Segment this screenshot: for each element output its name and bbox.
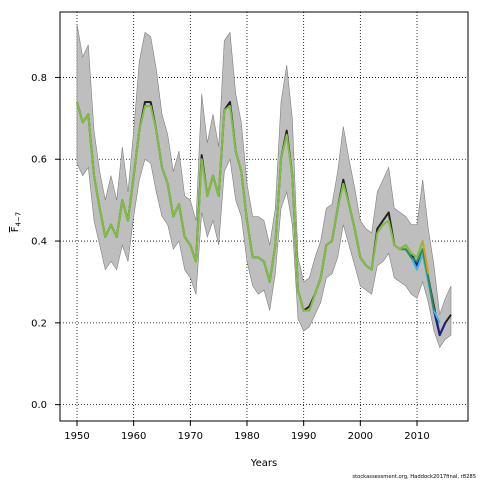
- y-axis-label-main: F: [10, 226, 21, 232]
- x-tick-label: 1970: [178, 431, 203, 442]
- x-tick-label: 1980: [234, 431, 259, 442]
- x-tick-label: 1990: [291, 431, 316, 442]
- x-axis: 1950 1960 1970 1980 1990 2000 2010: [64, 421, 430, 442]
- y-axis-label-subscript: 4−7: [15, 212, 23, 227]
- x-tick-label: 1950: [64, 431, 89, 442]
- x-tick-label: 2000: [348, 431, 373, 442]
- y-tick-label: 0.6: [31, 155, 47, 166]
- confidence-band-area: [76, 24, 452, 349]
- x-tick-label: 2010: [404, 431, 429, 442]
- confidence-band: [76, 24, 452, 349]
- y-tick-label: 0.2: [31, 318, 47, 329]
- y-axis-label: F4−7: [10, 212, 23, 233]
- x-axis-label: Years: [250, 458, 277, 469]
- series-line-retro5: [76, 101, 424, 312]
- y-tick-label: 0.8: [31, 73, 47, 84]
- y-tick-label: 0.4: [31, 237, 47, 248]
- y-tick-label: 0.0: [31, 400, 47, 411]
- plot-frame: [59, 11, 469, 422]
- x-tick-label: 1960: [121, 431, 146, 442]
- footnote: stockassessment.org, Haddock2017final, r…: [352, 474, 476, 480]
- y-axis: 0.0 0.2 0.4 0.6 0.8: [31, 73, 60, 411]
- series-line-retro3: [400, 248, 435, 311]
- series-lines: [76, 101, 452, 337]
